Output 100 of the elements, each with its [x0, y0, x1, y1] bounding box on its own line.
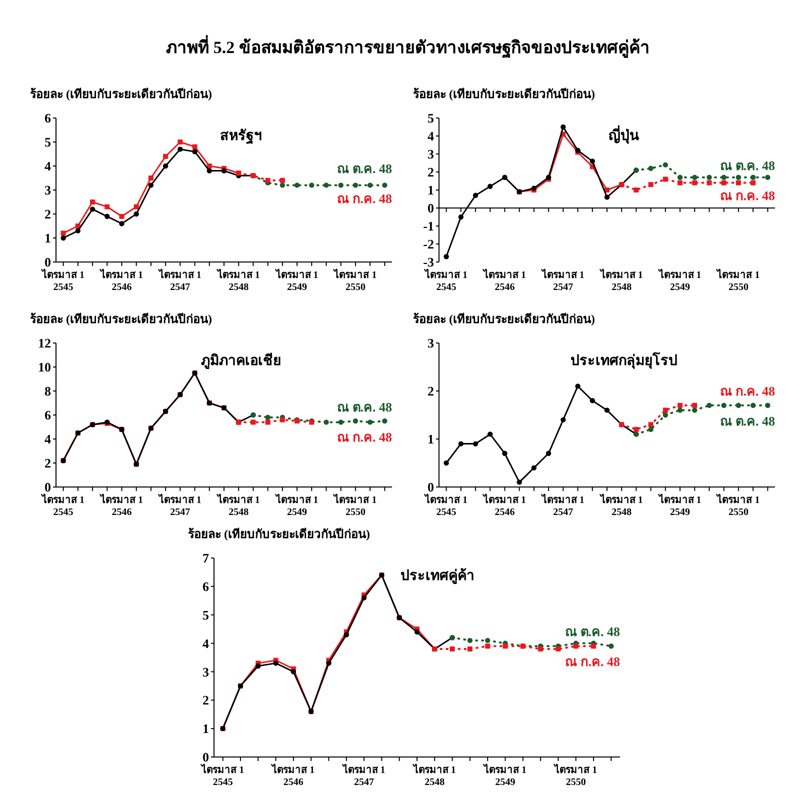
- x-tick-label: ไตรมาส 1 2547: [540, 268, 584, 293]
- point: [575, 384, 580, 389]
- y-tick-label: 4: [44, 432, 52, 447]
- point: [352, 418, 358, 424]
- x-tick-label: ไตรมาส 1 2546: [99, 268, 143, 293]
- point: [750, 402, 756, 408]
- x-tick-label: ไตรมาส 1 2548: [599, 493, 643, 518]
- point: [162, 163, 168, 169]
- y-tick-label: 2: [44, 206, 51, 222]
- point: [361, 595, 367, 600]
- x-tick-label: ไตรมาส 1 2545: [424, 493, 468, 518]
- x-tick-label: ไตรมาส 1 2549: [274, 493, 318, 518]
- point: [573, 644, 578, 649]
- y-tick-label: 0: [428, 200, 434, 216]
- point: [590, 158, 595, 164]
- point: [721, 180, 726, 186]
- text: ณ ก.ค. 48: [337, 190, 392, 206]
- point: [662, 412, 668, 418]
- point: [488, 184, 493, 189]
- y-tick-label: 1: [44, 230, 51, 246]
- point: [75, 228, 81, 234]
- text: ภาพที่ 5.2 ข้อสมมติอัตราการขยายตัวทางเศรษฐกิจของประเทศคู่ค้า: [166, 35, 650, 59]
- y-tick-label: 5: [44, 134, 52, 150]
- point: [265, 178, 270, 183]
- point: [178, 140, 183, 144]
- series-label: ณ ต.ค. 48: [337, 160, 392, 176]
- point: [450, 646, 455, 652]
- point: [750, 180, 756, 186]
- point: [721, 174, 726, 180]
- point: [692, 408, 698, 413]
- point: [604, 194, 610, 200]
- point: [677, 174, 683, 180]
- point: [546, 450, 552, 456]
- x-tick-label: ไตรมาส 1 2548: [412, 763, 456, 788]
- text: สหรัฐฯ: [220, 128, 262, 145]
- point: [516, 480, 522, 485]
- x-tick-label: ไตรมาส 1 2547: [342, 763, 386, 788]
- y-tick-label: 2: [428, 384, 434, 399]
- x-tick-label: ไตรมาส 1 2547: [540, 493, 584, 518]
- point: [591, 644, 596, 649]
- point: [206, 168, 212, 174]
- y-tick-label: 3: [428, 336, 434, 351]
- text: ญี่ปุ่น: [608, 125, 640, 144]
- y-tick-label: 4: [202, 636, 210, 651]
- y-axis-title: ร้อยละ (เทียบกับระยะเดียวกันปีก่อน): [413, 87, 595, 101]
- point: [604, 408, 610, 413]
- point: [104, 214, 110, 219]
- series-label: ณ ต.ค. 48: [565, 624, 620, 640]
- point: [382, 418, 388, 424]
- y-axis-title: ร้อยละ (เทียบกับระยะเดียวกันปีก่อน): [188, 527, 370, 541]
- point: [678, 402, 683, 408]
- series-label: ณ ก.ค. 48: [337, 430, 392, 445]
- point: [634, 188, 639, 192]
- point: [502, 450, 508, 456]
- point: [677, 408, 683, 413]
- y-tick-label: 12: [38, 336, 51, 351]
- point: [502, 174, 508, 180]
- x-tick-label: ไตรมาส 1 2550: [554, 763, 598, 788]
- x-tick-label: ไตรมาส 1 2548: [216, 493, 260, 518]
- point: [90, 206, 96, 212]
- point: [765, 174, 770, 180]
- y-tick-label: 1: [428, 182, 434, 198]
- y-axis-title: ร้อยละ (เทียบกับระยะเดียวกันปีก่อน): [30, 87, 212, 101]
- y-tick-label: -2: [423, 236, 434, 252]
- x-tick-label: ไตรมาส 1 2545: [41, 493, 85, 518]
- series-label: ณ ต.ค. 48: [720, 413, 776, 428]
- text: ประเทศคู่ค้า: [400, 568, 474, 584]
- point: [692, 402, 698, 408]
- y-tick-label: 5: [202, 607, 210, 622]
- y-tick-label: 0: [202, 750, 209, 765]
- x-tick-label: ไตรมาส 1 2547: [158, 268, 202, 293]
- point: [721, 402, 726, 408]
- point: [706, 174, 712, 180]
- point: [382, 182, 388, 188]
- y-tick-label: 4: [44, 158, 52, 174]
- series-label: ณ ก.ค. 48: [565, 654, 620, 670]
- point: [472, 192, 478, 198]
- point: [148, 176, 154, 180]
- y-axis-title: ร้อยละ (เทียบกับระยะเดียวกันปีก่อน): [30, 312, 212, 326]
- point: [60, 235, 66, 241]
- point: [309, 182, 314, 188]
- point: [706, 402, 712, 408]
- point: [206, 164, 212, 168]
- point: [294, 182, 300, 188]
- y-axis-title: ร้อยละ (เทียบกับระยะเดียวกันปีก่อน): [413, 312, 595, 326]
- point: [178, 146, 183, 152]
- y-tick-label: 0: [44, 254, 51, 270]
- y-tick-label: 7: [202, 550, 210, 566]
- point: [634, 426, 639, 432]
- x-tick-label: ไตรมาส 1 2550: [333, 493, 377, 518]
- point: [692, 174, 698, 180]
- point: [265, 414, 270, 420]
- point: [104, 204, 110, 210]
- point: [467, 646, 472, 652]
- point: [750, 174, 756, 180]
- x-tick-label: ไตรมาส 1 2549: [658, 493, 702, 518]
- point: [344, 632, 349, 638]
- point: [662, 176, 668, 182]
- x-tick-label: ไตรมาส 1 2550: [333, 268, 377, 293]
- y-tick-label: 4: [428, 128, 434, 144]
